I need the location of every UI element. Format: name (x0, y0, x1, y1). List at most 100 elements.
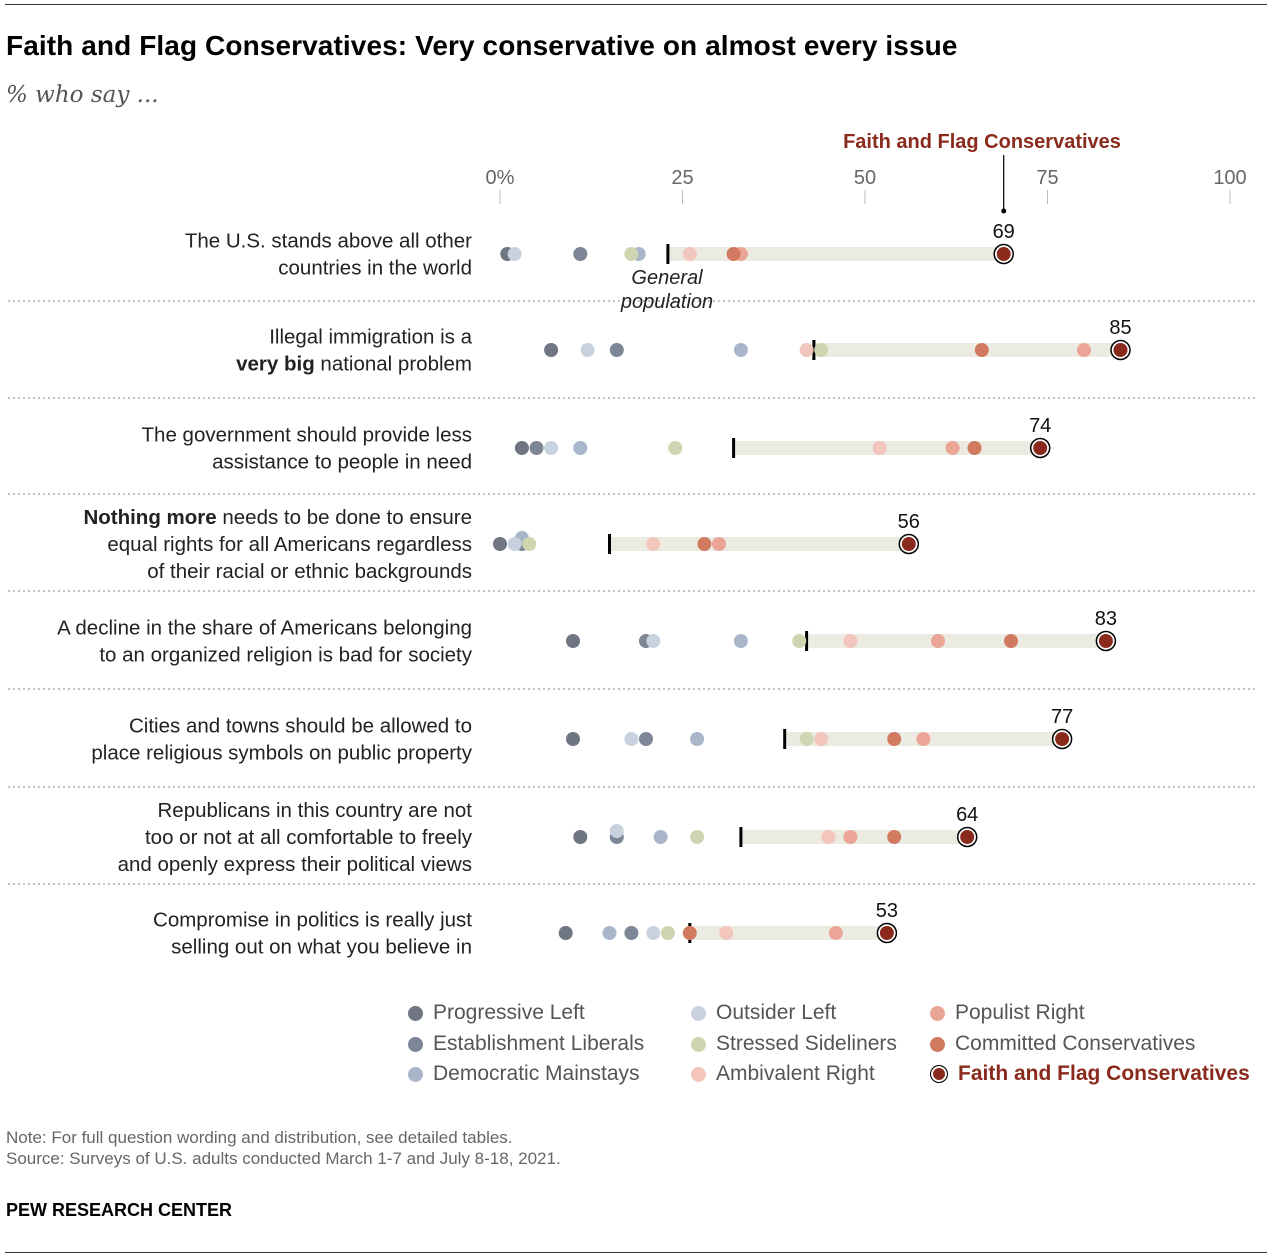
dot-populist-right (712, 537, 726, 551)
range-band (733, 441, 1041, 455)
row-label: Illegal immigration is a (269, 326, 472, 349)
row-label-part: selling out on what you believe in (171, 936, 472, 959)
focus-dot (996, 247, 1011, 261)
dot-stressed-sideliners (624, 247, 639, 261)
dot-democratic-mainstays (733, 634, 748, 648)
legend-label: Stressed Sideliners (716, 1032, 897, 1055)
dot-progressive-left (573, 830, 588, 844)
dot-populist-right (1077, 343, 1091, 357)
dot-stressed-sideliners (660, 926, 675, 940)
x-tick-label: 25 (671, 167, 693, 189)
dot-ambivalent-right (719, 926, 734, 940)
row-label-part: The U.S. stands above all other (185, 230, 472, 253)
legend-item: Populist Right (930, 1001, 1085, 1025)
legend-item: Committed Conservatives (930, 1032, 1195, 1056)
row-label-part: too or not at all comfortable to freely (145, 826, 473, 849)
row-label-part: to an organized religion is bad for soci… (99, 644, 472, 667)
range-band (667, 247, 1004, 261)
row-label-part: Republicans in this country are not (157, 799, 472, 822)
row-label: Compromise in politics is really just (153, 909, 472, 932)
focus-value-label: 83 (1095, 608, 1117, 630)
legend-item: Democratic Mainstays (408, 1062, 640, 1086)
row-label-part: The government should provide less (142, 424, 472, 447)
row-label-part: Cities and towns should be allowed to (129, 715, 472, 738)
legend-label: Progressive Left (433, 1001, 585, 1024)
dot-ambivalent-right (821, 830, 836, 844)
dot-stressed-sideliners (522, 537, 537, 551)
legend-item: Faith and Flag Conservatives (930, 1062, 1250, 1086)
dot-populist-right (931, 634, 945, 648)
legend-swatch (930, 1065, 948, 1083)
footnote: Note: For full question wording and dist… (6, 1127, 561, 1169)
dot-outsider-left (507, 247, 522, 261)
row-label-part: Illegal immigration is a (269, 326, 472, 349)
dot-establishment-liberals (529, 441, 544, 455)
row-label-part: Compromise in politics is really just (153, 909, 472, 932)
dot-progressive-left (558, 926, 573, 940)
dot-stressed-sideliners (799, 732, 814, 746)
chart-title: Faith and Flag Conservatives: Very conse… (6, 30, 958, 61)
range-band (806, 634, 1106, 648)
dot-populist-right (916, 732, 931, 746)
x-tick-label: 75 (1036, 167, 1058, 189)
row-label-part: place religious symbols on public proper… (91, 742, 472, 765)
legend-label: Ambivalent Right (716, 1062, 875, 1085)
focus-dot (879, 926, 894, 940)
dot-outsider-left (580, 343, 595, 357)
focus-dot (1055, 732, 1070, 746)
row-label-part: A decline in the share of Americans belo… (57, 617, 472, 640)
dot-ambivalent-right (872, 441, 887, 455)
row-label: The government should provide less (142, 424, 472, 447)
dot-populist-right (828, 926, 843, 940)
dot-committed-conservatives (726, 247, 741, 261)
focus-dot (1033, 441, 1048, 455)
legend-swatch (408, 1066, 423, 1082)
range-band (813, 343, 1121, 357)
row-label: Nothing more needs to be done to ensure (83, 506, 472, 529)
dot-democratic-mainstays (573, 441, 588, 455)
dot-ambivalent-right (843, 634, 858, 648)
dot-committed-conservatives (1004, 634, 1018, 648)
dot-progressive-left (566, 634, 580, 648)
row-label: to an organized religion is bad for soci… (99, 644, 472, 667)
dot-outsider-left (646, 634, 661, 648)
chart-subtitle: % who say ... (6, 82, 159, 108)
dot-establishment-liberals (639, 732, 653, 746)
x-tick-label: 0% (486, 167, 515, 189)
dot-stressed-sideliners (814, 343, 829, 357)
dot-committed-conservatives (887, 732, 902, 746)
focus-dot (1098, 634, 1113, 648)
legend-swatch (691, 1066, 706, 1082)
focus-value-label: 85 (1109, 317, 1131, 339)
focus-value-label: 77 (1051, 706, 1073, 728)
legend-swatch (408, 1005, 423, 1021)
legend-label: Outsider Left (716, 1001, 837, 1024)
dot-populist-right (843, 830, 858, 844)
row-label: A decline in the share of Americans belo… (57, 617, 472, 640)
focus-dot (901, 537, 916, 551)
dot-populist-right (945, 441, 960, 455)
dot-committed-conservatives (697, 537, 712, 551)
focus-value-label: 64 (956, 804, 978, 826)
dot-outsider-left (507, 537, 522, 551)
legend-item: Progressive Left (408, 1001, 585, 1025)
dot-ambivalent-right (814, 732, 829, 746)
legend-label: Democratic Mainstays (433, 1062, 640, 1085)
x-tick-label: 100 (1213, 167, 1246, 189)
focus-value-label: 74 (1029, 415, 1051, 437)
dot-democratic-mainstays (733, 343, 748, 357)
row-label: countries in the world (278, 257, 472, 280)
legend-item: Outsider Left (691, 1001, 836, 1025)
dot-outsider-left (544, 441, 559, 455)
focus-value-label: 53 (876, 900, 898, 922)
legend: Progressive Left Establishment Liberals De… (408, 998, 1278, 1090)
legend-swatch (408, 1036, 423, 1052)
dot-committed-conservatives (887, 830, 902, 844)
dot-establishment-liberals (609, 343, 624, 357)
focus-dot (1113, 343, 1128, 357)
focus-label-pointer-dot (1001, 208, 1007, 214)
legend-swatch (691, 1005, 706, 1021)
brand-name: PEW RESEARCH CENTER (6, 1200, 233, 1220)
row-label: assistance to people in need (212, 451, 472, 474)
row-label-part: equal rights for all Americans regardles… (107, 533, 472, 556)
